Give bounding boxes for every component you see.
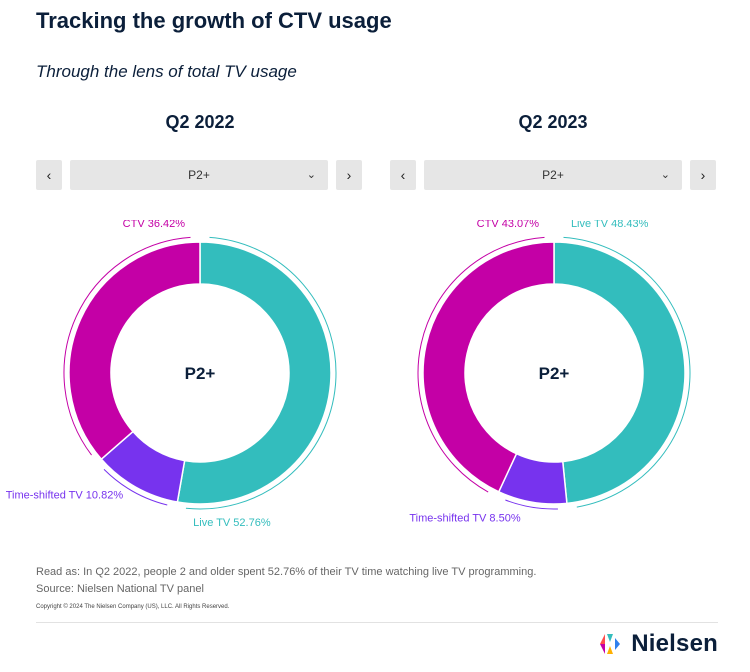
- donut-slice-ctv: [68, 241, 201, 461]
- copyright-text: Copyright © 2024 The Nielsen Company (US…: [36, 604, 230, 610]
- selector-bar-q2-2022: ‹ P2+ ⌄ ›: [36, 160, 362, 190]
- leader-arc-time-shifted-tv: [505, 499, 558, 510]
- next-button[interactable]: ›: [336, 160, 362, 190]
- slice-label-time-shifted-tv: Time-shifted TV 10.82%: [6, 490, 124, 502]
- chevron-right-icon: ›: [346, 167, 352, 183]
- leader-arc-ctv: [417, 236, 545, 493]
- chevron-down-icon: ⌄: [660, 169, 670, 181]
- period-title-q2-2023: Q2 2023: [518, 112, 588, 132]
- donut-slice-live-tv: [176, 241, 332, 505]
- slice-label-ctv: CTV 43.07%: [477, 220, 540, 230]
- nielsen-logo: Nielsen: [593, 630, 718, 658]
- chevron-down-icon: ⌄: [306, 169, 316, 181]
- donut-slice-live-tv: [553, 241, 686, 505]
- brand-name: Nielsen: [631, 630, 718, 657]
- read-as-note: Read as: In Q2 2022, people 2 and older …: [36, 566, 537, 578]
- leader-arc-live-tv: [185, 236, 337, 510]
- slice-label-live-tv: Live TV 48.43%: [571, 220, 649, 230]
- slice-label-live-tv: Live TV 52.76%: [193, 517, 271, 529]
- chevron-left-icon: ‹: [46, 167, 52, 183]
- slice-label-ctv: CTV 36.42%: [123, 220, 186, 230]
- chevron-right-icon: ›: [700, 167, 706, 183]
- source-note: Source: Nielsen National TV panel: [36, 583, 204, 595]
- slice-label-time-shifted-tv: Time-shifted TV 8.50%: [409, 512, 520, 524]
- leader-arc-time-shifted-tv: [103, 468, 168, 506]
- chevron-left-icon: ‹: [400, 167, 406, 183]
- leader-arc-ctv: [63, 236, 191, 456]
- prev-button[interactable]: ‹: [390, 160, 416, 190]
- period-title-q2-2022: Q2 2022: [165, 112, 235, 132]
- footer-divider: [36, 622, 718, 623]
- donut-center-label: P2+: [539, 364, 570, 383]
- audience-select-value: P2+: [188, 168, 210, 182]
- prev-button[interactable]: ‹: [36, 160, 62, 190]
- page-title: Tracking the growth of CTV usage: [36, 8, 392, 33]
- page-subtitle: Through the lens of total TV usage: [36, 62, 297, 81]
- donut-charts: Live TV 52.76% Time-shifted TV 10.82% CTV …: [6, 220, 691, 529]
- selector-bar-q2-2023: ‹ P2+ ⌄ ›: [390, 160, 716, 190]
- audience-select[interactable]: P2+ ⌄: [424, 160, 682, 190]
- audience-select[interactable]: P2+ ⌄: [70, 160, 328, 190]
- donut-slice-ctv: [422, 241, 555, 493]
- nielsen-mark-icon: [600, 634, 621, 654]
- next-button[interactable]: ›: [690, 160, 716, 190]
- audience-select-value: P2+: [542, 168, 564, 182]
- donut-center-label: P2+: [185, 364, 216, 383]
- leader-arc-live-tv: [563, 236, 691, 508]
